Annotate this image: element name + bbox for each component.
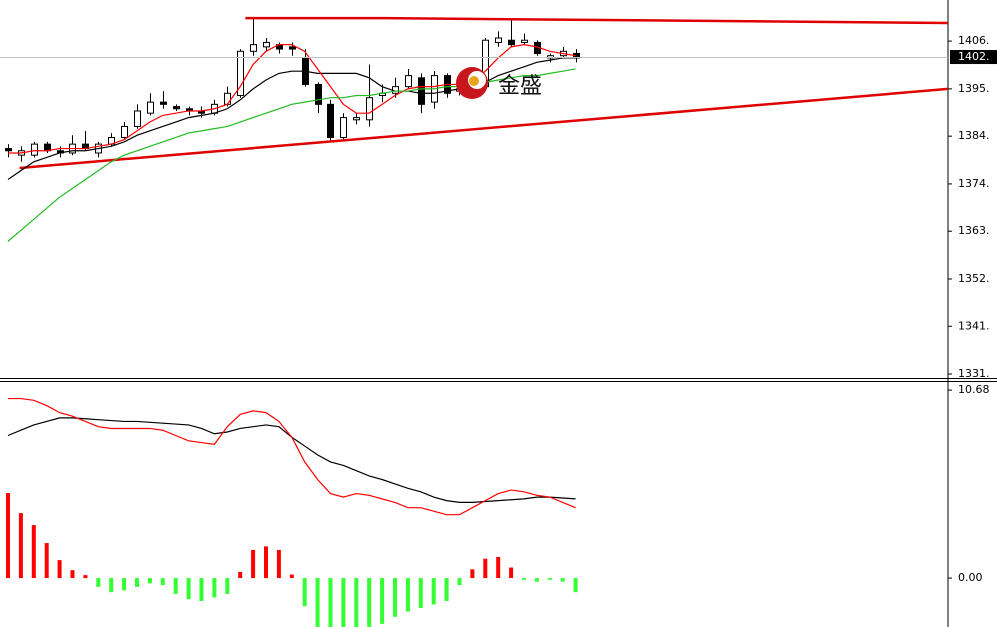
y-tick-label: 0.00 [958,571,983,584]
current-price-box [950,50,997,65]
histogram-bar [173,578,178,594]
histogram-bar [238,571,243,579]
histogram-bar [354,578,359,627]
histogram-bar [496,556,501,579]
histogram-bar [302,578,307,607]
y-tick-label: 1384. [958,129,990,142]
y-tick-label: 1331. [958,367,990,380]
histogram-bar [160,578,165,586]
histogram-bar [521,578,526,580]
candle-body [340,117,347,138]
trendline [245,16,948,25]
candle-body [5,148,12,152]
current-price-label: 1402. [958,50,990,63]
candle-body [405,75,412,88]
histogram-bar [122,578,127,591]
histogram-bar [251,549,256,579]
candle-body [353,117,360,121]
candle-body [327,103,334,138]
histogram-bar [483,558,488,579]
logo-dot [469,76,479,86]
histogram-bar [263,546,268,579]
candle-body [147,101,154,114]
histogram-bar [547,578,552,580]
candle-body [263,41,270,48]
y-tick-label: 1395. [958,82,990,95]
histogram-bar [470,569,475,579]
indicator-line [7,397,576,516]
candle-body [250,44,257,52]
y-tick-label: 10.68 [958,383,990,396]
macd-panel [5,397,578,627]
candle-body [289,46,296,50]
histogram-bar [212,578,217,598]
candle-body [173,106,180,110]
histogram-bar [328,578,333,627]
histogram-bar [573,578,578,593]
y-tick-label: 1341. [958,319,990,332]
histogram-bar [83,575,88,579]
candle-body [31,143,38,156]
candle-body [121,125,128,138]
histogram-bar [96,578,101,587]
candle-body [237,50,244,96]
watermark-logo: 金盛 [456,67,542,99]
trendline [19,87,948,170]
candle-body [521,39,528,43]
histogram-bar [109,578,114,593]
histogram-bar [18,513,23,579]
candle-body [160,101,167,105]
y-tick-label: 1406. [958,34,990,47]
candle-body [315,83,322,105]
histogram-bar [405,578,410,612]
candle-body [224,92,231,105]
histogram-bar [199,578,204,601]
histogram-bar [560,578,565,582]
histogram-bar [134,578,139,587]
candle-body [134,110,141,127]
histogram-bar [392,578,397,617]
candle-body [508,39,515,46]
histogram-bar [367,578,372,627]
histogram-bar [70,570,75,579]
histogram-bar [147,578,152,584]
histogram-bar [315,578,320,627]
histogram-bar [418,578,423,608]
y-tick-label: 1363. [958,224,990,237]
histogram-bar [457,578,462,586]
candle-body [418,77,425,105]
histogram-bar [31,525,36,579]
histogram-bar [5,493,10,579]
histogram-bar [225,578,230,594]
y-tick-label: 1374. [958,177,990,190]
watermark-text: 金盛 [498,74,542,99]
histogram-bar [431,578,436,605]
histogram-bar [44,543,49,579]
axes: 1406. 1395. 1384. 1374. 1363. 1352. 1341. 1331.… [948,34,997,584]
y-tick-label: 1352. [958,272,990,285]
histogram-bar [289,574,294,579]
histogram-bar [444,578,449,601]
candle-body [495,37,502,43]
histogram-bar [186,578,191,600]
histogram-bar [509,567,514,579]
histogram-bar [380,578,385,624]
candle-body [366,97,373,121]
histogram-bar [341,578,346,627]
histogram-bar [57,560,62,579]
histogram-bar [534,578,539,582]
histogram-bar [276,549,281,579]
